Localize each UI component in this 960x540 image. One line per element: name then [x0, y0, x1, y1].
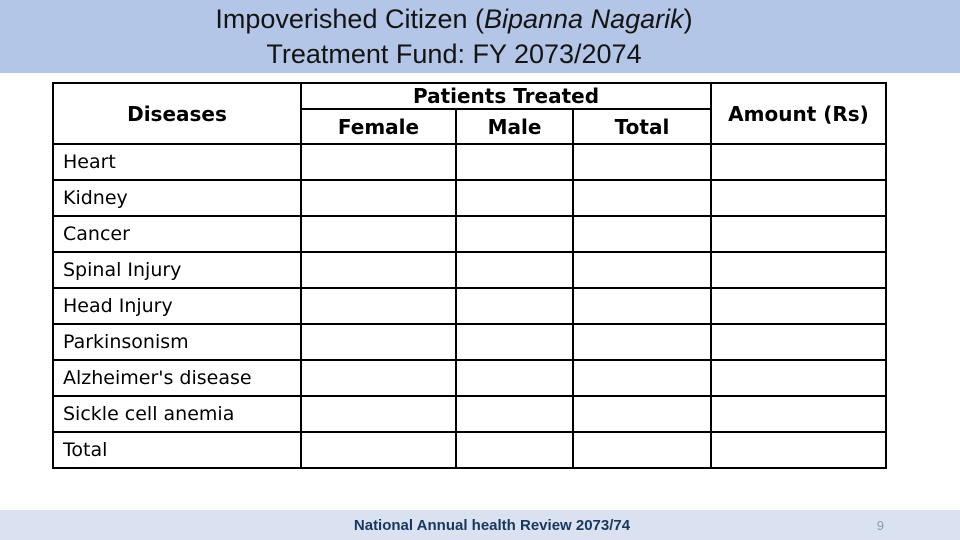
male-cell	[455, 431, 574, 469]
total-cell	[572, 395, 712, 433]
amount-cell	[710, 287, 887, 325]
disease-cell: Kidney	[52, 179, 302, 217]
male-cell	[455, 215, 574, 253]
amount-cell	[710, 431, 887, 469]
amount-cell	[710, 395, 887, 433]
header-total: Total	[572, 108, 712, 145]
header-patients-treated: Patients Treated	[300, 82, 712, 110]
female-cell	[300, 359, 457, 397]
table-row: Spinal Injury	[52, 251, 887, 289]
total-cell	[572, 179, 712, 217]
female-cell	[300, 323, 457, 361]
total-cell	[572, 251, 712, 289]
title-band: Impoverished Citizen (Bipanna Nagarik) T…	[0, 0, 960, 73]
title-line1-prefix: Impoverished Citizen (	[215, 3, 484, 34]
header-amount: Amount (Rs)	[710, 82, 887, 145]
female-cell	[300, 395, 457, 433]
table-row: Sickle cell anemia	[52, 395, 887, 433]
disease-cell: Parkinsonism	[52, 323, 302, 361]
table-header: Diseases Patients Treated Amount (Rs) Fe…	[52, 82, 887, 145]
slide-title: Impoverished Citizen (Bipanna Nagarik) T…	[215, 2, 692, 72]
table-row: Parkinsonism	[52, 323, 887, 361]
footer-text: National Annual health Review 2073/74	[353, 516, 631, 534]
slide-title-line1: Impoverished Citizen (Bipanna Nagarik)	[215, 2, 692, 37]
page-number: 9	[876, 517, 884, 533]
header-male: Male	[455, 108, 574, 145]
male-cell	[455, 395, 574, 433]
total-cell	[572, 287, 712, 325]
male-cell	[455, 179, 574, 217]
title-line1-suffix: )	[683, 3, 693, 34]
disease-cell: Cancer	[52, 215, 302, 253]
total-cell	[572, 323, 712, 361]
female-cell	[300, 179, 457, 217]
female-cell	[300, 143, 457, 181]
male-cell	[455, 251, 574, 289]
table-row: Cancer	[52, 215, 887, 253]
female-cell	[300, 431, 457, 469]
male-cell	[455, 287, 574, 325]
header-diseases: Diseases	[52, 82, 302, 145]
header-female: Female	[300, 108, 457, 145]
female-cell	[300, 215, 457, 253]
male-cell	[455, 143, 574, 181]
footer-band: National Annual health Review 2073/74 9	[0, 510, 960, 540]
total-cell	[572, 215, 712, 253]
table-row: Total	[52, 431, 887, 469]
amount-cell	[710, 359, 887, 397]
disease-cell: Total	[52, 431, 302, 469]
total-cell	[572, 143, 712, 181]
disease-cell: Sickle cell anemia	[52, 395, 302, 433]
table-row: Heart	[52, 143, 887, 181]
amount-cell	[710, 143, 887, 181]
slide-title-line2: Treatment Fund: FY 2073/2074	[266, 38, 642, 69]
treatment-fund-table: Diseases Patients Treated Amount (Rs) Fe…	[52, 82, 887, 469]
male-cell	[455, 323, 574, 361]
total-cell	[572, 359, 712, 397]
female-cell	[300, 287, 457, 325]
disease-cell: Spinal Injury	[52, 251, 302, 289]
disease-cell: Heart	[52, 143, 302, 181]
amount-cell	[710, 215, 887, 253]
table-body: Heart Kidney Cancer Spinal Injury Head Injur…	[52, 143, 887, 469]
amount-cell	[710, 251, 887, 289]
disease-cell: Alzheimer's disease	[52, 359, 302, 397]
title-line1-italic: Bipanna Nagarik	[483, 3, 684, 34]
total-cell	[572, 431, 712, 469]
table-row: Kidney	[52, 179, 887, 217]
table-row: Head Injury	[52, 287, 887, 325]
amount-cell	[710, 179, 887, 217]
male-cell	[455, 359, 574, 397]
table-row: Alzheimer's disease	[52, 359, 887, 397]
female-cell	[300, 251, 457, 289]
amount-cell	[710, 323, 887, 361]
disease-cell: Head Injury	[52, 287, 302, 325]
